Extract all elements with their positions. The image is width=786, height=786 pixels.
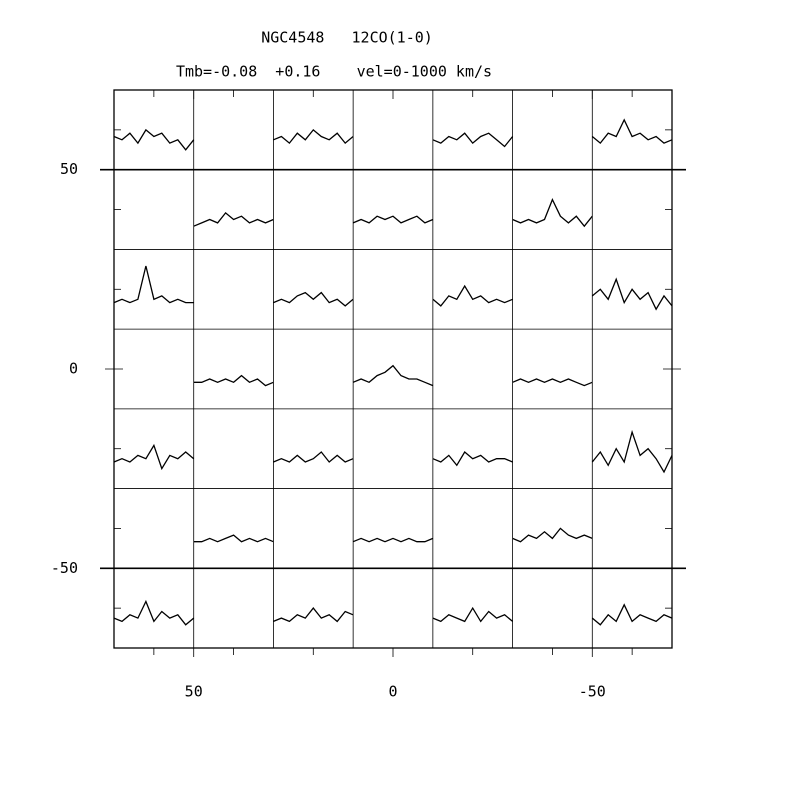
spectrum-cell xyxy=(512,197,593,228)
spectrum-cell xyxy=(113,599,195,626)
spectrum-cell xyxy=(193,534,274,543)
spectrum xyxy=(432,451,513,467)
y-tick-label: 50 xyxy=(60,160,78,178)
spectrum xyxy=(512,527,593,543)
spectrum xyxy=(273,128,354,145)
chart-subtitle: Tmb=-0.08 +0.16 vel=0-1000 km/s xyxy=(176,63,492,81)
spectrum-cell xyxy=(432,606,514,623)
spectrum xyxy=(512,197,593,228)
spectrum xyxy=(273,607,354,623)
spectrum xyxy=(352,537,434,543)
spectrum xyxy=(113,128,195,151)
spectrum-cell xyxy=(193,211,274,227)
spectrum-cell xyxy=(273,607,354,623)
spectrum xyxy=(113,443,195,471)
spectrum-cell xyxy=(273,128,354,145)
spectrum-cell xyxy=(591,429,673,474)
x-tick-label: 50 xyxy=(185,683,203,701)
spectrum-cell xyxy=(591,603,673,626)
spectrum-cell xyxy=(273,451,354,463)
spectrum xyxy=(591,603,673,626)
spectrum-cell xyxy=(512,378,593,387)
spectrum-cell xyxy=(432,132,514,148)
spectrum xyxy=(432,606,514,623)
spectrum xyxy=(352,215,434,224)
spectrum xyxy=(591,118,673,145)
y-tick-label: 0 xyxy=(69,360,78,378)
spectrum xyxy=(432,132,514,148)
spectrum-cell xyxy=(273,291,354,307)
spectrum xyxy=(591,429,673,474)
spectrum xyxy=(591,277,673,311)
y-tick-label: -50 xyxy=(51,559,78,577)
spectrum-cell xyxy=(113,128,195,151)
spectrum-cell xyxy=(193,374,274,387)
spectrum-cell xyxy=(512,527,593,543)
x-tick-label: 0 xyxy=(388,683,397,701)
spectrum-cell xyxy=(352,537,434,543)
spectrum xyxy=(432,284,513,307)
spectrum-cell xyxy=(432,451,513,467)
spectrum xyxy=(273,291,354,307)
plot-frame xyxy=(113,89,673,649)
x-tick-label: -50 xyxy=(579,683,606,701)
spectrum-cell xyxy=(113,443,195,471)
spectrum xyxy=(193,534,274,543)
spectrum-cell xyxy=(432,284,513,307)
chart-title: NGC4548 12CO(1-0) xyxy=(261,29,433,47)
spectrum xyxy=(113,599,195,626)
spectrum xyxy=(193,374,274,387)
spectrum-cell xyxy=(113,265,194,304)
spectrum-cell xyxy=(591,277,673,311)
spectrum xyxy=(512,378,593,387)
spectrum-cell xyxy=(352,364,434,387)
spectrum xyxy=(273,451,354,463)
spectrum-cell xyxy=(591,118,673,145)
spectrum-cell xyxy=(352,215,434,224)
spectrum xyxy=(113,265,194,304)
spectrum xyxy=(193,211,274,227)
spectrum xyxy=(352,364,434,387)
